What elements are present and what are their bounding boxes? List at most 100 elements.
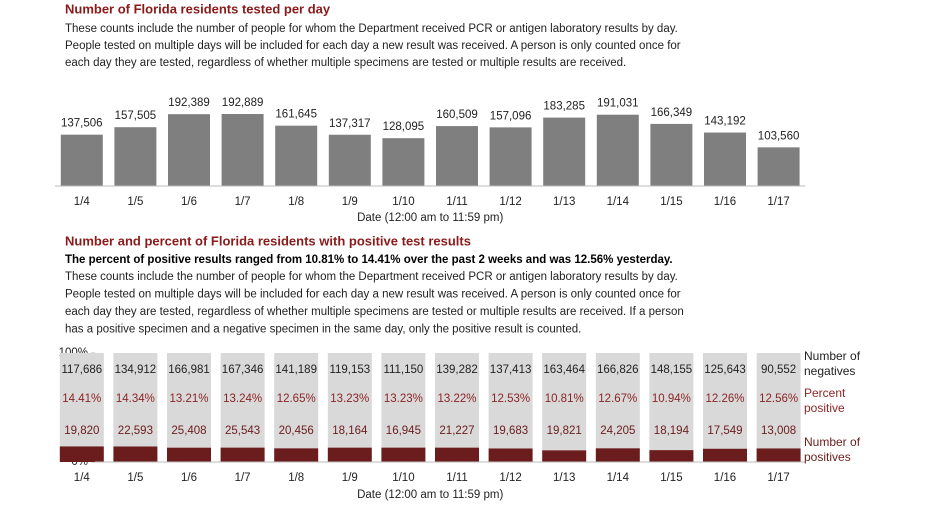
value-label: 143,192	[704, 116, 746, 128]
legend-label: Percent positive	[804, 386, 846, 415]
positive-label: 17,549	[707, 425, 742, 437]
negative-segment	[274, 353, 319, 449]
description: People tested on multiple days will be i…	[65, 289, 681, 301]
negative-label: 117,686	[61, 364, 102, 376]
value-label: 137,317	[329, 118, 371, 130]
description: has a positive specimen and a negative s…	[65, 324, 581, 336]
bar	[221, 114, 264, 186]
value-label: 157,505	[115, 110, 157, 122]
positive-label: 18,164	[332, 425, 368, 437]
negative-segment	[435, 353, 479, 448]
value-label: 183,285	[543, 101, 585, 113]
bar	[489, 127, 532, 186]
description: each day they are tested, regardless of …	[65, 57, 626, 69]
positive-segment	[703, 448, 747, 462]
negative-segment	[59, 353, 104, 447]
positive-segment	[59, 446, 104, 462]
positive-segment	[649, 450, 694, 462]
bar	[543, 117, 586, 186]
bar	[436, 126, 478, 186]
negative-label: 139,282	[436, 364, 478, 376]
positive-segment	[381, 447, 426, 462]
positive-segment	[435, 447, 479, 462]
negative-segment	[703, 353, 747, 449]
bar	[275, 125, 318, 186]
positive-label: 19,683	[493, 425, 528, 437]
x-tick-label: 1/4	[74, 196, 91, 208]
x-tick-label: 1/14	[607, 196, 630, 208]
negative-segment	[649, 353, 694, 451]
negative-label: 125,643	[704, 364, 746, 376]
positive-label: 19,821	[547, 425, 582, 437]
negative-segment	[113, 353, 158, 447]
bar	[757, 147, 800, 186]
negative-label: 141,189	[275, 364, 317, 376]
bar	[704, 132, 746, 186]
positive-label: 25,408	[171, 425, 206, 437]
highlight: The percent of positive results ranged f…	[65, 254, 673, 266]
x-tick-label: 1/15	[660, 472, 682, 484]
positive-label: 21,227	[439, 425, 474, 437]
bar	[328, 134, 371, 186]
x-tick-label: 1/6	[181, 472, 197, 484]
negative-segment	[220, 353, 265, 448]
description: These counts include the number of peopl…	[65, 23, 678, 35]
positive-segment	[113, 446, 158, 462]
positive-segment	[167, 447, 211, 462]
negative-label: 90,552	[761, 364, 796, 376]
positive-segment	[542, 450, 587, 462]
chart-title: Number and percent of Florida residents …	[65, 233, 471, 248]
percent-label: 12.67%	[598, 393, 637, 405]
description: People tested on multiple days will be i…	[65, 40, 681, 52]
x-tick-label: 1/10	[392, 472, 414, 484]
x-tick-label: 1/7	[235, 472, 251, 484]
value-label: 103,560	[758, 130, 800, 142]
x-tick-label: 1/11	[446, 196, 468, 208]
x-tick-label: 1/16	[714, 472, 736, 484]
value-label: 128,095	[383, 121, 425, 133]
x-axis-label: Date (12:00 am to 11:59 pm)	[357, 489, 503, 501]
bar	[60, 134, 103, 186]
value-label: 191,031	[597, 98, 639, 110]
positive-label: 22,593	[118, 425, 153, 437]
negative-label: 167,346	[222, 364, 264, 376]
percent-label: 10.81%	[545, 393, 584, 405]
negative-segment	[167, 353, 211, 448]
positive-segment	[220, 447, 265, 462]
negative-segment	[327, 353, 372, 448]
bar	[650, 123, 693, 186]
x-tick-label: 1/14	[607, 472, 630, 484]
description: These counts include the number of peopl…	[65, 271, 678, 283]
bar	[382, 138, 425, 186]
positive-label: 25,543	[225, 425, 260, 437]
positive-segment	[274, 448, 319, 462]
positive-segment	[327, 447, 372, 462]
value-label: 160,509	[436, 109, 478, 121]
x-tick-label: 1/13	[553, 196, 575, 208]
bar	[168, 114, 210, 186]
positive-label: 18,194	[654, 425, 690, 437]
x-tick-label: 1/5	[127, 472, 143, 484]
percent-label: 10.94%	[652, 393, 691, 405]
positive-label: 20,456	[279, 425, 314, 437]
x-tick-label: 1/9	[342, 196, 358, 208]
value-label: 161,645	[275, 109, 317, 121]
negative-label: 166,826	[597, 364, 639, 376]
x-tick-label: 1/12	[499, 472, 521, 484]
negative-label: 134,912	[115, 364, 157, 376]
chart-title: Number of Florida residents tested per d…	[65, 1, 331, 16]
percent-label: 12.26%	[705, 393, 744, 405]
percent-label: 12.56%	[759, 393, 798, 405]
negative-segment	[381, 353, 426, 448]
x-tick-label: 1/4	[74, 472, 91, 484]
x-tick-label: 1/6	[181, 196, 197, 208]
positive-segment	[756, 448, 801, 462]
x-tick-label: 1/13	[553, 472, 575, 484]
percent-label: 13.23%	[330, 393, 369, 405]
negative-label: 163,464	[543, 364, 585, 376]
positive-label: 13,008	[761, 425, 796, 437]
percent-label: 14.41%	[62, 393, 101, 405]
value-label: 192,889	[222, 97, 264, 109]
negative-label: 111,150	[383, 364, 423, 376]
